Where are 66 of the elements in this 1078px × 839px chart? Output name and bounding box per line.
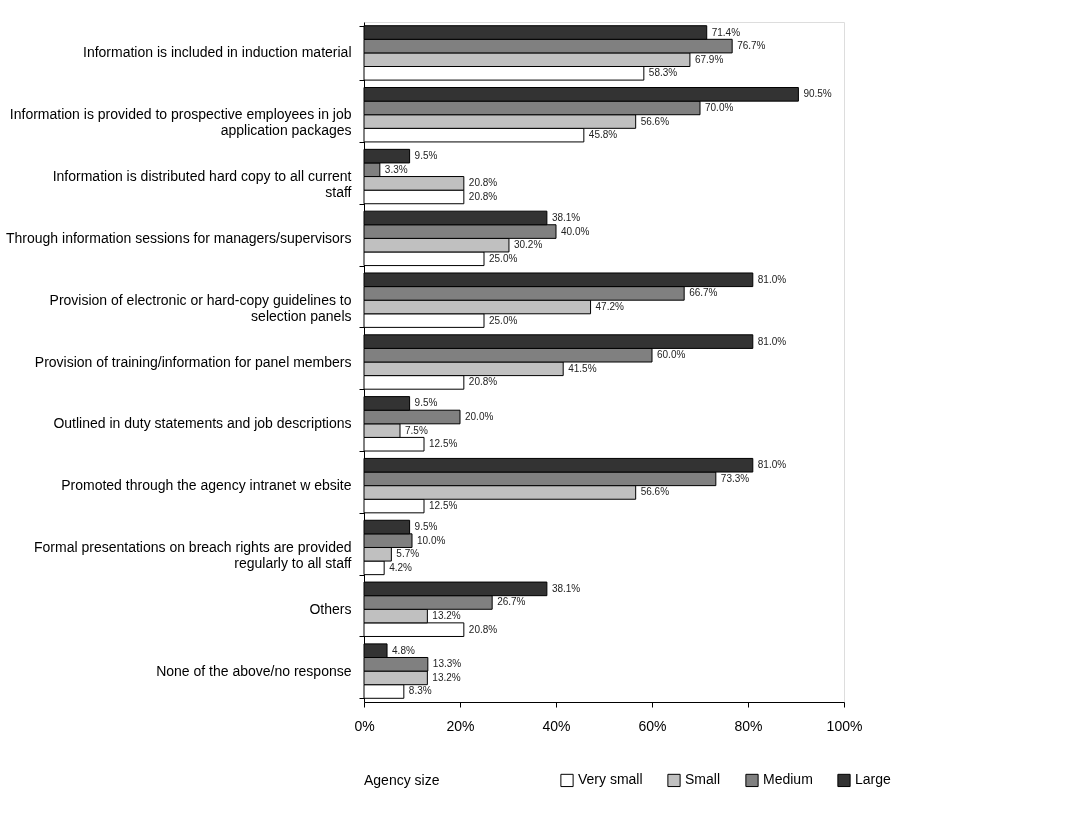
data-label: 90.5% [803, 88, 832, 100]
data-label: 9.5% [414, 521, 438, 533]
data-label: 13.2% [432, 610, 461, 622]
legend-label: Medium [763, 771, 813, 788]
data-label: 56.6% [640, 115, 670, 127]
data-label: 5.7% [396, 548, 420, 560]
data-label: 38.1% [551, 582, 581, 594]
data-label: 41.5% [568, 362, 597, 374]
data-label: 40.0% [561, 225, 590, 237]
data-label: 67.9% [694, 53, 724, 65]
data-label: 66.7% [689, 287, 718, 299]
data-label: 20.8% [468, 376, 498, 388]
x-tick-label: 80% [734, 717, 763, 734]
legend-title: Agency size [364, 772, 440, 788]
y-tick-label: Information is provided to prospective employees in job application packages [9, 106, 352, 139]
legend-label: Large [855, 771, 892, 788]
data-label: 9.5% [414, 397, 438, 409]
data-label: 20.8% [468, 177, 498, 189]
y-tick-label: Others [309, 600, 352, 617]
data-label: 8.3% [408, 685, 432, 697]
data-label: 20.8% [468, 623, 498, 635]
x-tick-label: 20% [446, 717, 475, 734]
data-label: 58.3% [648, 67, 678, 79]
data-label: 76.7% [737, 40, 766, 52]
y-tick-label: Through information sessions for managers/supervisors [6, 229, 352, 246]
y-tick-label: Promoted through the agency intranet w ebsite [61, 477, 352, 494]
data-label: 26.7% [497, 596, 526, 608]
data-label: 30.2% [513, 239, 543, 251]
data-label: 70.0% [705, 101, 734, 113]
legend-label: Small [685, 771, 721, 788]
data-label: 56.6% [640, 486, 670, 498]
y-tick-label: Provision of electronic or hard-copy guidelines to selection panels [49, 291, 352, 324]
y-tick-label: Provision of training/information for panel members [34, 353, 352, 370]
y-tick-label: Formal presentations on breach rights are provided regularly to all staff [33, 538, 352, 571]
y-tick-label: Information is distributed hard copy to all current staff [52, 168, 352, 201]
data-label: 47.2% [595, 300, 625, 312]
data-label: 12.5% [429, 500, 458, 512]
y-tick-label: Information is included in induction material [83, 44, 352, 61]
data-label: 25.0% [489, 314, 518, 326]
data-label: 81.0% [757, 335, 787, 347]
x-tick-label: 100% [826, 717, 863, 734]
data-label: 45.8% [588, 129, 618, 141]
data-label: 13.2% [432, 671, 461, 683]
data-label: 71.4% [711, 26, 741, 38]
data-label: 9.5% [414, 150, 438, 162]
legend-label: Very small [578, 771, 643, 788]
data-label: 3.3% [384, 163, 408, 175]
data-label: 73.3% [720, 472, 750, 484]
data-label: 20.0% [465, 411, 494, 423]
y-tick-label: Outlined in duty statements and job descriptions [53, 415, 352, 432]
x-tick-label: 40% [542, 717, 571, 734]
data-label: 10.0% [417, 534, 446, 546]
y-tick-label: None of the above/no response [156, 662, 352, 679]
data-label: 38.1% [551, 211, 581, 223]
data-label: 4.2% [389, 561, 413, 573]
data-label: 13.3% [432, 658, 462, 670]
data-label: 12.5% [429, 438, 458, 450]
data-label: 25.0% [489, 252, 518, 264]
x-tick-label: 0% [354, 717, 375, 734]
data-label: 20.8% [468, 190, 498, 202]
data-label: 60.0% [657, 349, 686, 361]
x-tick-label: 60% [638, 717, 667, 734]
data-label: 81.0% [757, 273, 787, 285]
data-label: 81.0% [757, 459, 787, 471]
data-label: 4.8% [392, 644, 415, 656]
data-label: 7.5% [405, 424, 428, 436]
